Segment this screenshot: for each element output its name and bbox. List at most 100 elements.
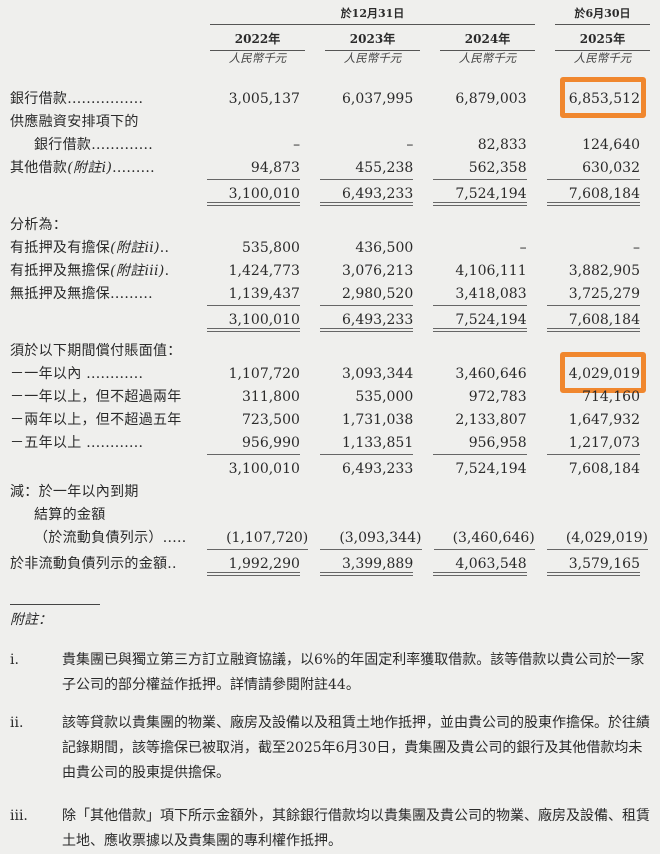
value-cell: 3,725,279 [546,283,640,306]
row-label-text: －五年以上 ............ [10,435,144,451]
value-cell: 3,100,010 [206,309,300,332]
value-cell: 1,107,720 [228,366,300,382]
row-label: －五年以上 ............ [0,432,207,455]
value-cell: 3,460,646 [455,366,527,382]
value-cell [320,340,413,363]
table-row: 須於以下期間償付賬面值： [0,340,660,363]
table-row: （於流動負債列示）..... (1,107,720) (3,093,344) (3,4… [0,527,660,550]
row-label-text: 須於以下期間償付賬面值： [10,343,182,359]
table-row: 銀行借款............. – – 82,833 124,640 [0,134,660,157]
value-cell: – [519,240,527,256]
value-cell: 6,493,233 [319,309,414,332]
value-cell [547,111,640,134]
value-cell [433,504,526,527]
value-cell: 562,358 [433,157,527,180]
row-label: 供應融資安排項下的 [0,111,207,134]
table-row: 減：於一年以內到期 [0,481,660,504]
value-cell: 3,579,165 [546,553,640,576]
row-label-text: 銀行借款................ [10,91,144,107]
footnote-text: 貴集團已與獨立第三方訂立融資協議，以6%的年固定利率獲取借款。該等借款以貴公司於… [62,652,645,693]
value-cell: (4,029,019) [546,527,648,550]
footnote-item: iii. 除「其他借款」項下所示金額外，其餘銀行借款均以貴集團及貴公司的物業、廠房… [10,804,650,854]
value-cell: 7,608,184 [568,461,640,477]
value-cell: 1,992,290 [206,553,300,576]
value-cell [207,481,300,504]
value-cell [320,111,413,134]
value-cell: 4,106,111 [455,263,527,279]
footnote-item: i. 貴集團已與獨立第三方訂立融資協議，以6%的年固定利率獲取借款。該等借款以貴公… [10,648,650,698]
value-cell [433,481,526,504]
header-divider [555,24,650,25]
value-cell: 630,032 [546,157,640,180]
dot-leader: . [164,263,170,279]
value-cell: 2,133,807 [455,412,527,428]
header-group-december: 於12月31日 [340,7,405,20]
value-cell: 3,418,083 [433,283,527,306]
row-label: 結算的金額 [0,504,207,527]
year-header: 2022年 [210,30,305,51]
header-divider [210,24,535,25]
value-cell: 3,100,010 [206,183,300,206]
value-cell: 535,000 [355,389,414,405]
value-cell [320,481,413,504]
row-label-text: 其他借款 [10,160,68,176]
row-label-text: 無抵押及無擔保......... [10,286,153,302]
footnotes-title: 附註： [10,612,52,628]
value-cell [320,504,413,527]
value-cell: 714,160 [582,389,640,405]
highlighted-value-cell: 4,029,019 [547,352,647,393]
table-row: －一年以內 ............ 1,107,720 3,093,344 3,46… [0,352,660,393]
total-row: 3,100,010 6,493,233 7,524,194 7,608,184 [0,309,660,332]
value-cell: – [406,137,414,153]
value-cell [547,214,640,237]
value-cell: 4,063,548 [433,553,527,576]
value-cell: 436,500 [355,240,414,256]
unit-label: 人民幣千元 [458,51,517,65]
value-cell: 3,093,344 [342,366,414,382]
table-row: 無抵押及無擔保......... 1,139,437 2,980,520 3,418,… [0,283,660,306]
value-cell [207,504,300,527]
value-cell: 7,524,194 [433,183,527,206]
value-cell: (3,093,344) [320,527,422,550]
footnote-item: ii. 該等貸款以貴集團的物業、廠房及設備以及租賃土地作抵押，並由貴公司的股東作擔… [10,711,650,786]
value-cell: 7,524,194 [433,309,527,332]
value-cell: 1,424,773 [228,263,300,279]
footnote-marker: iii. [10,808,28,824]
dot-leader: ......... [112,160,155,176]
value-cell [547,504,640,527]
value-cell: 311,800 [242,389,300,405]
value-cell: 3,399,889 [319,553,414,576]
value-cell: 2,980,520 [319,283,414,306]
row-label-text: 有抵押及無擔保 [10,263,111,279]
row-label [0,458,207,481]
value-cell: 455,238 [319,157,414,180]
row-label-text: －一年以上，但不超過兩年 [10,389,182,405]
note-reference: (附註iii) [110,263,165,279]
value-cell: 6,879,003 [455,91,527,107]
value-cell: 6,037,995 [342,91,414,107]
row-label-text: 銀行借款............. [34,137,153,153]
table-row: －一年以上，但不超過兩年 311,800 535,000 972,783 714,160 [0,386,660,409]
value-cell [433,214,526,237]
table-row: 其他借款(附註i)......... 94,873 455,238 562,358 63… [0,157,660,180]
value-cell: (3,460,646) [433,527,535,550]
value-cell: 1,133,851 [319,432,414,455]
value-cell: 1,139,437 [206,283,300,306]
note-reference: (附註i) [67,160,113,176]
value-cell: 7,608,184 [546,309,640,332]
value-cell [547,481,640,504]
table-row: 有抵押及有擔保(附註ii).. 535,800 436,500 – – [0,237,660,260]
row-label-text: 結算的金額 [34,507,106,523]
value-cell [207,111,300,134]
footnote-marker: ii. [10,715,24,731]
row-label: 銀行借款............. [0,134,207,157]
row-label-text: 有抵押及有擔保 [10,240,111,256]
row-label: 銀行借款................ [0,88,207,111]
value-cell: – [293,137,301,153]
header-group-june: 於6月30日 [574,7,631,20]
highlighted-value-cell: 6,853,512 [547,77,647,118]
footnote-divider [10,604,100,605]
row-label: 其他借款(附註i)......... [0,157,207,180]
row-label-text: －兩年以上，但不超過五年 [10,412,182,428]
table-row: 銀行借款................ 3,005,137 6,037,995 6,… [0,77,660,118]
